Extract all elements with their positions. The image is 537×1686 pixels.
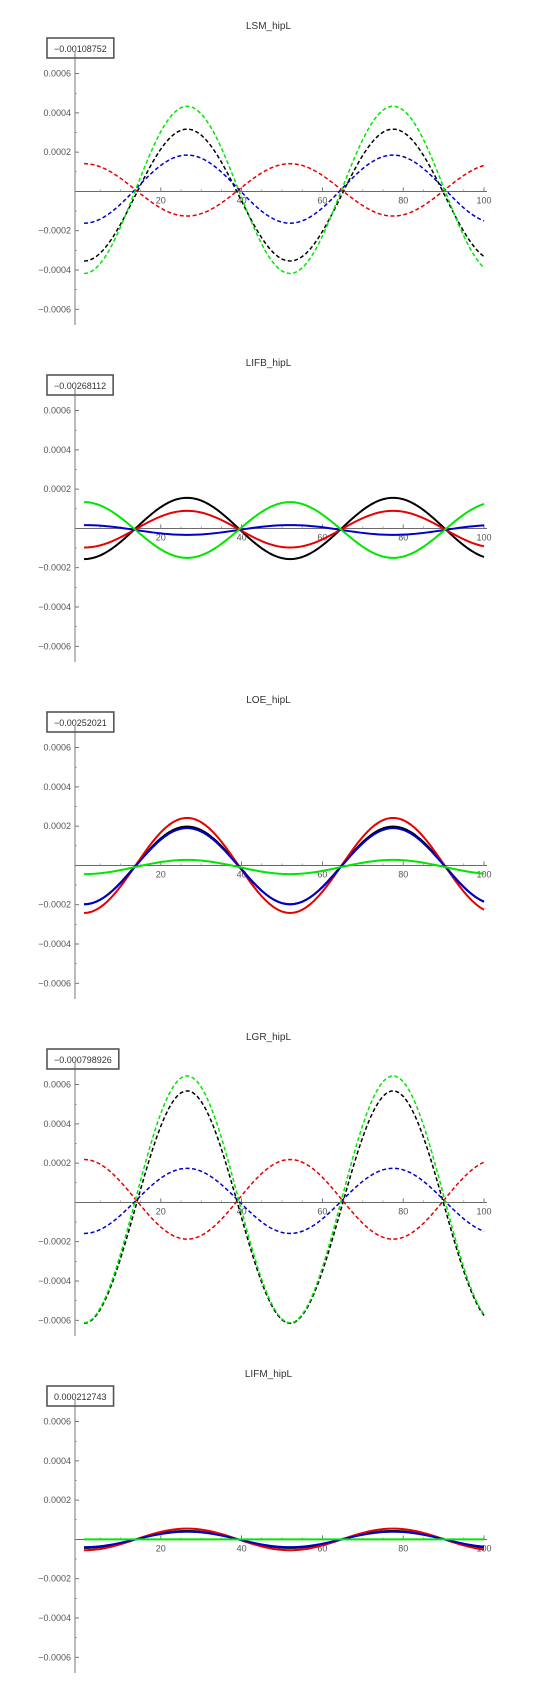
chart-title: LSM_hipL (246, 21, 291, 32)
chart-panel: LIFB_hipL −0.00268112 −0.0006 −0.0004 −0.000… (0, 337, 537, 674)
series-line (84, 509, 485, 549)
y-tick-label: 0.0002 (43, 147, 71, 157)
x-tick-label: 40 (237, 1543, 247, 1553)
y-tick-label: 0.0006 (43, 743, 71, 753)
y-tick-label: 0.0002 (43, 1495, 71, 1505)
y-tick-label: 0.0004 (43, 445, 71, 455)
value-badge (46, 37, 115, 59)
value-badge (46, 1385, 115, 1407)
chart-svg: LIFM_hipL 0.000212743 −0.0006 −0.0004 −0.000… (38, 1369, 492, 1673)
series-line (83, 1158, 485, 1240)
y-tick-label: 0.0006 (43, 1080, 71, 1090)
value-badge-label: −0.00268112 (54, 381, 106, 391)
y-tick-label: −0.0004 (38, 602, 71, 612)
y-tick-label: 0.0002 (43, 484, 71, 494)
x-tick-label: 20 (156, 1206, 166, 1216)
x-tick-label: 60 (317, 532, 327, 542)
y-tick-label: −0.0004 (38, 939, 71, 949)
y-tick-label: −0.0002 (38, 1237, 71, 1247)
value-badge (46, 711, 115, 733)
x-tick-label: 20 (156, 1543, 166, 1553)
x-tick-label: 100 (476, 532, 491, 542)
y-tick-label: −0.0006 (38, 1652, 71, 1662)
x-tick-label: 60 (317, 1543, 327, 1553)
x-tick-label: 40 (237, 869, 247, 879)
series-line (84, 1527, 485, 1552)
y-tick-label: 0.0004 (43, 782, 71, 792)
x-tick-label: 40 (237, 195, 247, 205)
x-tick-label: 100 (476, 1206, 491, 1216)
y-tick-label: −0.0002 (38, 226, 71, 236)
y-tick-label: −0.0006 (38, 1315, 71, 1325)
series-line (83, 496, 485, 561)
chart-panel: LGR_hipL −0.000798926 −0.0006 −0.0004 −0.000… (0, 1011, 537, 1348)
series-line (83, 154, 485, 224)
value-badge-label: −0.000798926 (54, 1055, 112, 1065)
chart-panel: LOE_hipL −0.00252021 −0.0006 −0.0004 −0.0002… (0, 674, 537, 1011)
y-tick-label: −0.0002 (38, 1574, 71, 1584)
x-tick-label: 60 (317, 1206, 327, 1216)
chart-title: LIFM_hipL (245, 1369, 293, 1380)
y-tick-label: −0.0004 (38, 1276, 71, 1286)
value-badge-label: −0.00252021 (54, 718, 107, 728)
series-line (83, 105, 485, 275)
value-badge (46, 374, 114, 396)
y-tick-label: −0.0006 (38, 304, 71, 314)
y-tick-label: −0.0004 (38, 1613, 71, 1623)
x-tick-label: 100 (476, 869, 491, 879)
y-tick-label: 0.0004 (43, 1119, 71, 1129)
chart-svg: LGR_hipL −0.000798926 −0.0006 −0.0004 −0.000… (38, 1032, 492, 1336)
chart-title: LIFB_hipL (246, 358, 292, 369)
y-tick-label: −0.0006 (38, 641, 71, 651)
y-tick-label: 0.0006 (43, 69, 71, 79)
x-tick-label: 20 (156, 869, 166, 879)
series-line (83, 501, 485, 559)
chart-panel: LIFM_hipL 0.000212743 −0.0006 −0.0004 −0.000… (0, 1348, 537, 1685)
y-tick-label: −0.0002 (38, 563, 71, 573)
y-tick-label: 0.0004 (43, 1456, 71, 1466)
x-tick-label: 40 (237, 532, 247, 542)
x-tick-label: 100 (476, 1543, 491, 1553)
x-tick-label: 80 (398, 532, 408, 542)
y-tick-label: −0.0006 (38, 978, 71, 988)
chart-panel: LSM_hipL −0.00108752 −0.0006 −0.0004 −0.0002… (0, 0, 537, 337)
y-tick-label: −0.0002 (38, 900, 71, 910)
x-tick-label: 80 (398, 1206, 408, 1216)
x-tick-label: 60 (317, 195, 327, 205)
y-tick-label: 0.0002 (43, 821, 71, 831)
y-tick-label: 0.0004 (43, 108, 71, 118)
series-line (83, 1167, 485, 1235)
chart-svg: LOE_hipL −0.00252021 −0.0006 −0.0004 −0.0002… (38, 695, 492, 999)
value-badge (46, 1048, 120, 1070)
series-line (83, 827, 485, 906)
y-tick-label: −0.0004 (38, 265, 71, 275)
chart-svg: LSM_hipL −0.00108752 −0.0006 −0.0004 −0.0002… (38, 21, 492, 325)
series-line (84, 162, 485, 217)
x-tick-label: 80 (398, 1543, 408, 1553)
x-tick-label: 20 (156, 532, 166, 542)
x-tick-label: 60 (317, 869, 327, 879)
x-tick-label: 20 (156, 195, 166, 205)
chart-svg: LIFB_hipL −0.00268112 −0.0006 −0.0004 −0.000… (38, 358, 492, 662)
series-line (84, 524, 485, 536)
series-line (83, 816, 485, 914)
series-line (83, 128, 485, 262)
x-tick-label: 80 (398, 869, 408, 879)
series-line (84, 858, 485, 876)
x-tick-label: 100 (476, 195, 491, 205)
y-tick-label: 0.0006 (43, 406, 71, 416)
value-badge-label: −0.00108752 (54, 44, 107, 54)
y-tick-label: 0.0002 (43, 1158, 71, 1168)
x-tick-label: 80 (398, 195, 408, 205)
value-badge-label: 0.000212743 (54, 1392, 107, 1402)
y-tick-label: 0.0006 (43, 1417, 71, 1427)
chart-title: LOE_hipL (246, 695, 291, 706)
series-line (83, 1075, 485, 1324)
chart-title: LGR_hipL (246, 1032, 291, 1043)
series-line (84, 1530, 485, 1549)
